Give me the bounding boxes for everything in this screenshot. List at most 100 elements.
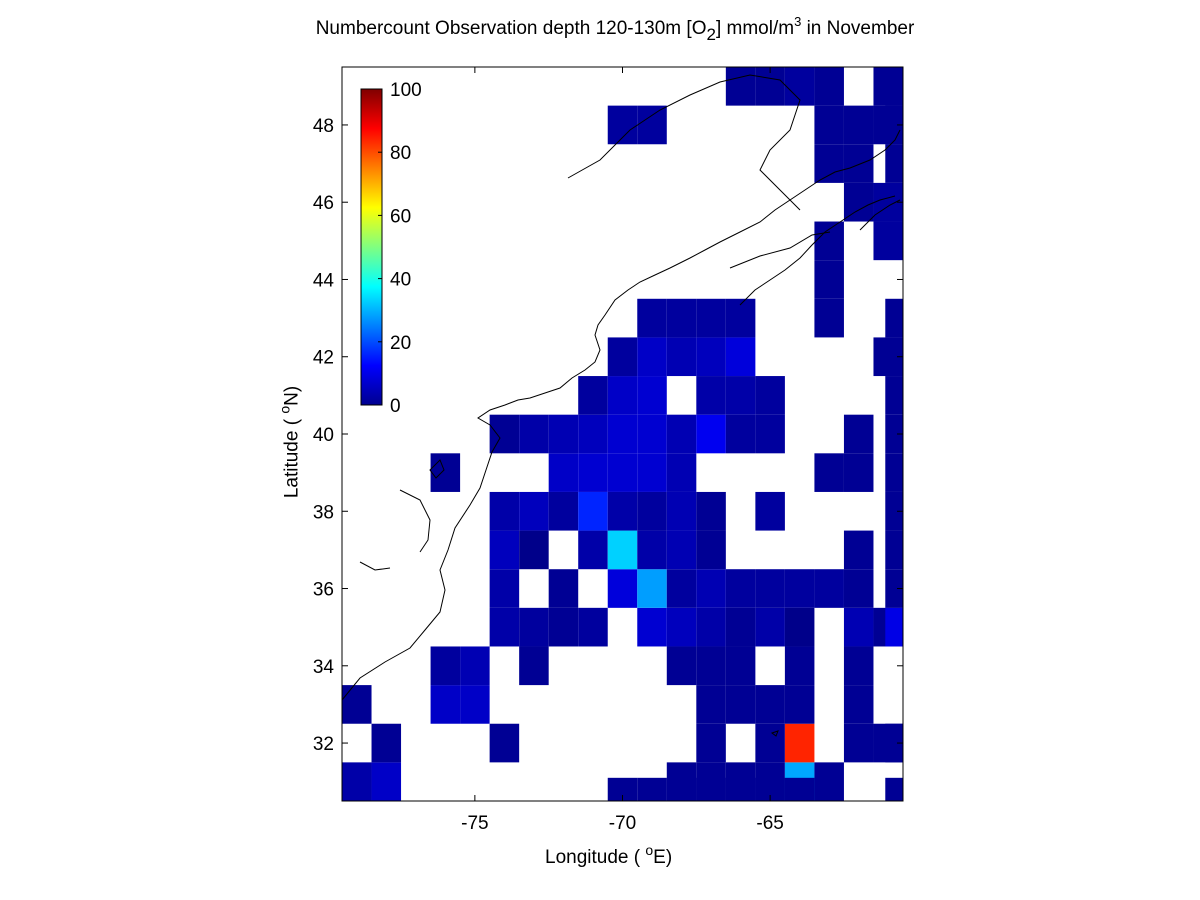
heatmap-cell bbox=[814, 569, 844, 608]
heatmap-cell bbox=[814, 298, 844, 338]
heatmap-cell bbox=[885, 105, 903, 145]
heatmap-cell bbox=[666, 337, 697, 377]
heatmap-cell bbox=[725, 298, 756, 338]
heatmap-cell bbox=[666, 530, 697, 570]
heatmap-cell bbox=[666, 414, 697, 454]
colorbar-tick-label: 60 bbox=[390, 206, 411, 227]
heatmap-cell bbox=[873, 67, 903, 106]
heatmap-cell bbox=[578, 376, 608, 415]
y-tick-label: 44 bbox=[313, 270, 335, 291]
x-tick-label: -75 bbox=[461, 813, 488, 834]
heatmap-cell bbox=[637, 453, 667, 492]
heatmap-cell bbox=[430, 685, 461, 724]
heatmap-cell bbox=[885, 569, 903, 608]
heatmap-cell bbox=[784, 646, 815, 686]
heatmap-cell bbox=[814, 762, 844, 801]
x-tick-label: -65 bbox=[756, 813, 783, 834]
heatmap-cell bbox=[843, 569, 874, 608]
heatmap-cell bbox=[519, 607, 549, 647]
heatmap-cell bbox=[519, 491, 549, 531]
heatmap-cell bbox=[885, 607, 903, 647]
heatmap-cell bbox=[578, 530, 608, 570]
heatmap-cell bbox=[843, 723, 874, 763]
colorbar-tick-label: 100 bbox=[390, 80, 422, 101]
heatmap-cell bbox=[755, 414, 785, 454]
heatmap-cell bbox=[666, 646, 697, 686]
heatmap-cell bbox=[342, 762, 372, 801]
heatmap-cells bbox=[342, 67, 903, 801]
heatmap-cell bbox=[637, 607, 667, 647]
heatmap-cell bbox=[666, 777, 697, 801]
heatmap-cell bbox=[637, 569, 667, 608]
heatmap-cell bbox=[696, 414, 726, 454]
heatmap-cell bbox=[843, 453, 874, 492]
heatmap-cell bbox=[696, 607, 726, 647]
heatmap-cell bbox=[784, 777, 815, 801]
heatmap-cell bbox=[430, 453, 461, 492]
heatmap-cell bbox=[607, 376, 638, 415]
heatmap-cell bbox=[755, 723, 785, 763]
heatmap-cell bbox=[607, 569, 638, 608]
heatmap-cell bbox=[755, 777, 785, 801]
heatmap-cell bbox=[725, 414, 756, 454]
heatmap-cell bbox=[885, 337, 903, 377]
heatmap-cell bbox=[885, 723, 903, 763]
heatmap-cell bbox=[578, 414, 608, 454]
heatmap-cell bbox=[607, 530, 638, 570]
heatmap-cell bbox=[666, 298, 697, 338]
chart-title: Numbercount Observation depth 120-130m [… bbox=[315, 14, 915, 44]
heatmap-cell bbox=[843, 105, 874, 145]
heatmap-cell bbox=[607, 453, 638, 492]
heatmap-cell bbox=[666, 453, 697, 492]
heatmap-cell bbox=[843, 182, 874, 222]
heatmap-cell bbox=[755, 607, 785, 647]
heatmap-cell bbox=[430, 646, 461, 686]
colorbar-tick-label: 80 bbox=[390, 143, 411, 164]
colorbar-tick-label: 0 bbox=[390, 396, 401, 417]
heatmap-cell bbox=[755, 376, 785, 415]
heatmap-cell bbox=[696, 491, 726, 531]
heatmap-cell bbox=[489, 530, 520, 570]
heatmap-cell bbox=[725, 777, 756, 801]
heatmap-cell bbox=[843, 144, 874, 183]
x-axis-label: Longitude ( oE) bbox=[545, 842, 673, 868]
heatmap-cell bbox=[725, 376, 756, 415]
heatmap-cell bbox=[548, 453, 579, 492]
heatmap-cell bbox=[843, 530, 874, 570]
heatmap-cell bbox=[371, 762, 402, 801]
y-tick-label: 36 bbox=[313, 580, 334, 601]
heatmap-cell bbox=[637, 414, 667, 454]
heatmap-cell bbox=[519, 646, 549, 686]
heatmap-cell bbox=[637, 376, 667, 415]
heatmap-cell bbox=[885, 144, 903, 183]
heatmap-cell bbox=[843, 607, 874, 647]
y-axis-ticks: 32 34 36 38 40 42 44 46 48 bbox=[313, 116, 903, 755]
heatmap-cell bbox=[696, 646, 726, 686]
heatmap-cell bbox=[755, 67, 785, 106]
y-tick-label: 40 bbox=[313, 425, 334, 446]
heatmap-cell bbox=[843, 646, 874, 686]
heatmap-cell bbox=[725, 646, 756, 686]
heatmap-cell bbox=[548, 569, 579, 608]
heatmap-cell bbox=[814, 221, 844, 261]
heatmap-cell bbox=[755, 685, 785, 724]
heatmap-cell bbox=[814, 105, 844, 145]
colorbar bbox=[360, 88, 383, 406]
heatmap-cell bbox=[696, 337, 726, 377]
heatmap-cell bbox=[696, 569, 726, 608]
heatmap-cell bbox=[607, 777, 638, 801]
heatmap-cell bbox=[784, 685, 815, 724]
colorbar-tick-label: 40 bbox=[390, 270, 411, 291]
heatmap-cell bbox=[637, 105, 667, 145]
heatmap-cell bbox=[489, 723, 520, 763]
colorbar-tick-label: 20 bbox=[390, 333, 411, 354]
heatmap-cell bbox=[885, 491, 903, 531]
heatmap-cell bbox=[637, 777, 667, 801]
x-tick-label: -70 bbox=[609, 813, 636, 834]
heatmap-cell bbox=[666, 491, 697, 531]
y-tick-label: 42 bbox=[313, 348, 334, 369]
heatmap-cell bbox=[460, 646, 490, 686]
heatmap-cell bbox=[460, 685, 490, 724]
coastline bbox=[341, 74, 901, 737]
heatmap-cell bbox=[696, 530, 726, 570]
